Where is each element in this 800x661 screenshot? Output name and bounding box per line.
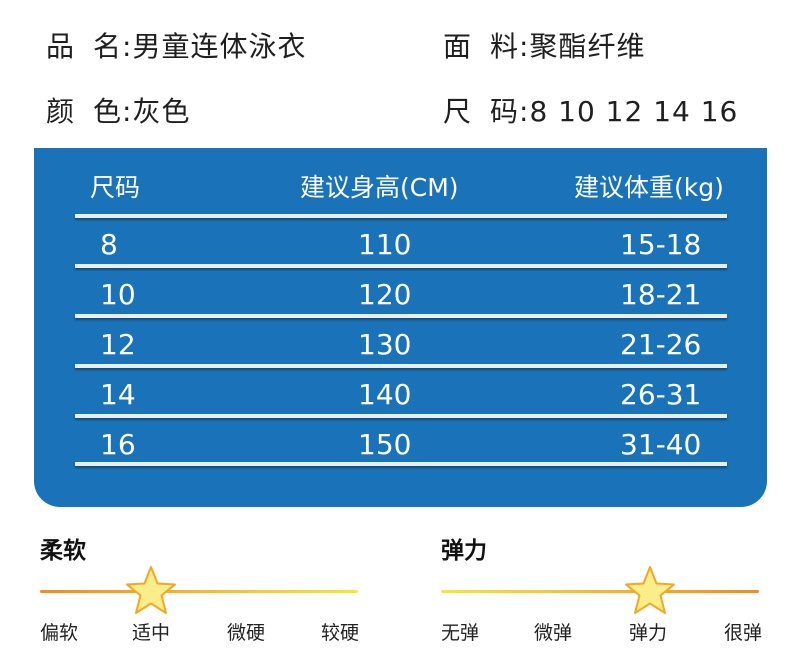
row-divider xyxy=(75,314,727,318)
cell-weight: 18-21 xyxy=(620,278,702,311)
row-divider xyxy=(75,414,727,418)
info-size-key-1: 尺 xyxy=(443,95,473,128)
info-color-value: 灰色 xyxy=(132,95,191,128)
info-color-key-2: 色: xyxy=(93,95,133,128)
row-divider xyxy=(75,462,727,466)
cell-height: 120 xyxy=(358,278,412,311)
row-divider xyxy=(75,264,727,268)
info-material-key-1: 面 xyxy=(443,30,473,63)
cell-height: 150 xyxy=(358,428,412,461)
softness-title: 柔软 xyxy=(40,538,86,564)
elasticity-label: 无弹 xyxy=(441,622,480,644)
softness-label: 适中 xyxy=(132,622,171,644)
size-table: 尺码 建议身高(CM) 建议体重(kg) 8 110 15-18 10 120 … xyxy=(34,148,767,507)
info-color: 颜色:灰色 xyxy=(46,90,190,130)
cell-weight: 15-18 xyxy=(620,228,702,261)
cell-weight: 31-40 xyxy=(620,428,702,461)
info-name: 品名:男童连体泳衣 xyxy=(46,25,306,65)
info-material-key-2: 料: xyxy=(490,30,530,63)
info-name-key-2: 名: xyxy=(93,30,133,63)
cell-height: 110 xyxy=(358,228,412,261)
softness-scale-line xyxy=(40,590,358,593)
cell-size: 12 xyxy=(100,328,136,361)
info-size: 尺码:8 10 12 14 16 xyxy=(443,90,738,130)
softness-label: 较硬 xyxy=(321,622,360,644)
header-height: 建议身高(CM) xyxy=(300,173,459,202)
elasticity-label: 很弹 xyxy=(724,622,763,644)
info-size-value: 8 10 12 14 16 xyxy=(529,95,739,128)
elasticity-label: 弹力 xyxy=(629,622,668,644)
cell-size: 16 xyxy=(100,428,136,461)
cell-weight: 26-31 xyxy=(620,378,702,411)
row-divider xyxy=(75,364,727,368)
elasticity-scale-line xyxy=(441,590,759,593)
info-name-key-1: 品 xyxy=(46,30,76,63)
cell-size: 8 xyxy=(100,228,118,261)
cell-height: 130 xyxy=(358,328,412,361)
cell-size: 14 xyxy=(100,378,136,411)
cell-size: 10 xyxy=(100,278,136,311)
softness-label: 偏软 xyxy=(40,622,79,644)
elasticity-title: 弹力 xyxy=(441,538,487,564)
cell-weight: 21-26 xyxy=(620,328,702,361)
header-size: 尺码 xyxy=(90,173,141,202)
info-material-value: 聚酯纤维 xyxy=(529,30,646,63)
row-divider xyxy=(75,214,727,218)
info-name-value: 男童连体泳衣 xyxy=(132,30,307,63)
info-color-key-1: 颜 xyxy=(46,95,76,128)
info-size-key-2: 码: xyxy=(490,95,530,128)
header-weight: 建议体重(kg) xyxy=(574,173,724,202)
elasticity-label: 微弹 xyxy=(534,622,573,644)
info-material: 面料:聚酯纤维 xyxy=(443,25,645,65)
cell-height: 140 xyxy=(358,378,412,411)
softness-star-icon xyxy=(126,566,176,614)
softness-label: 微硬 xyxy=(227,622,266,644)
elasticity-star-icon xyxy=(625,566,675,614)
